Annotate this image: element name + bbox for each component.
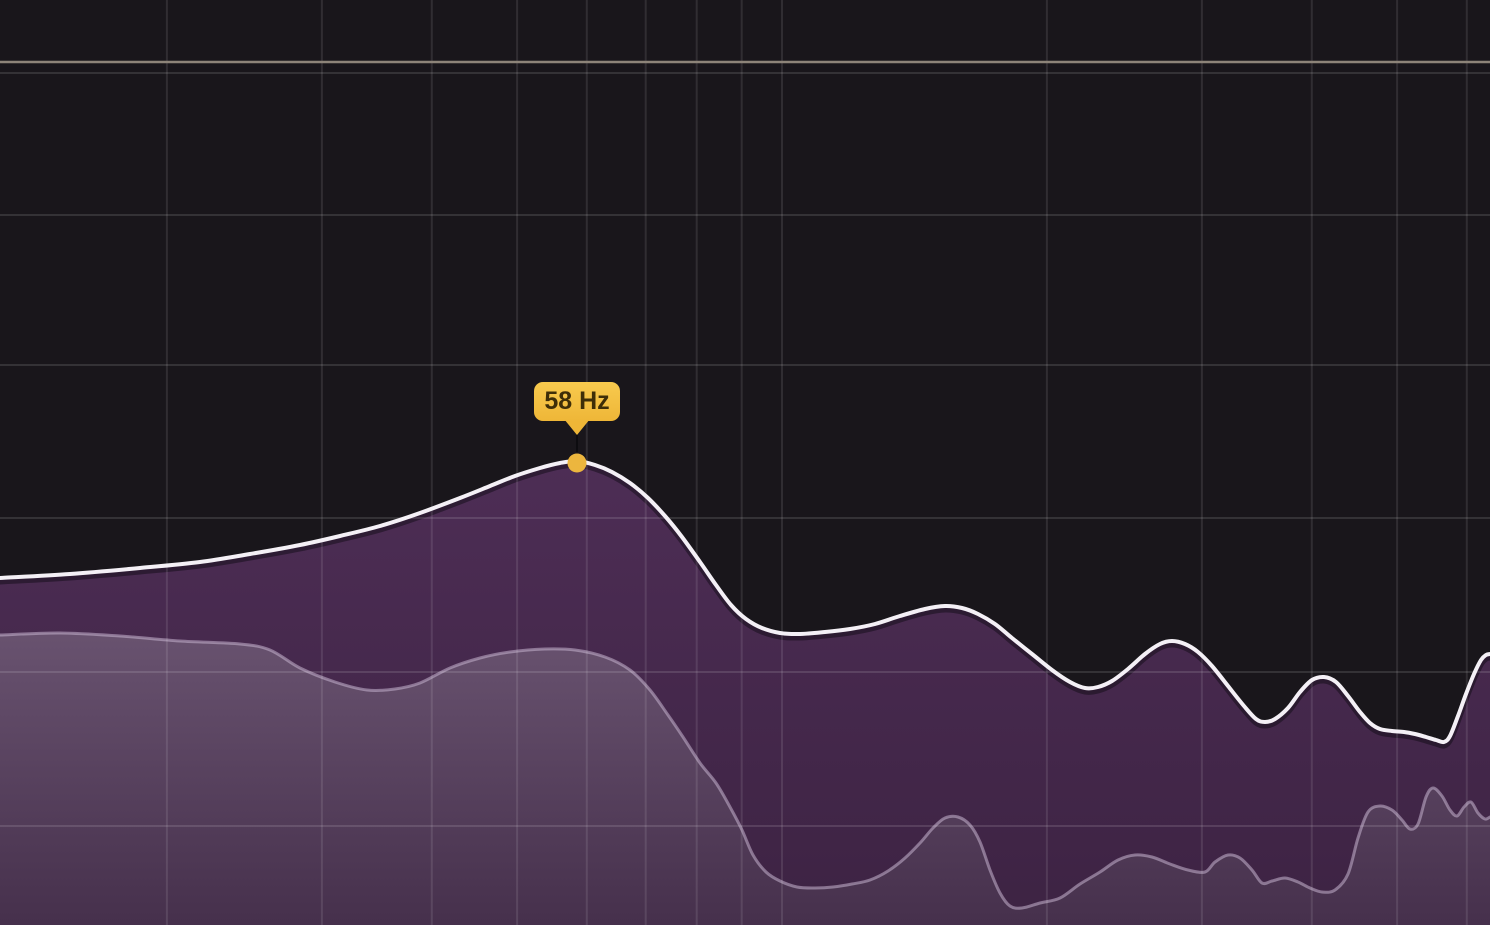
frequency-tooltip: 58 Hz — [534, 382, 620, 435]
tooltip-body — [534, 382, 620, 421]
secondary-spectrum-fill — [0, 632, 1490, 925]
main-spectrum-line-shadow — [0, 460, 1490, 749]
frequency-grid-lines — [165, 0, 1468, 925]
frequency-marker-dot[interactable] — [567, 453, 587, 473]
main-spectrum-line — [0, 458, 1490, 745]
tooltip-pointer — [564, 419, 590, 435]
tooltip-label: 58 Hz — [544, 387, 609, 415]
secondary-spectrum-line — [0, 631, 1490, 910]
level-grid-lines — [0, 72, 1490, 827]
